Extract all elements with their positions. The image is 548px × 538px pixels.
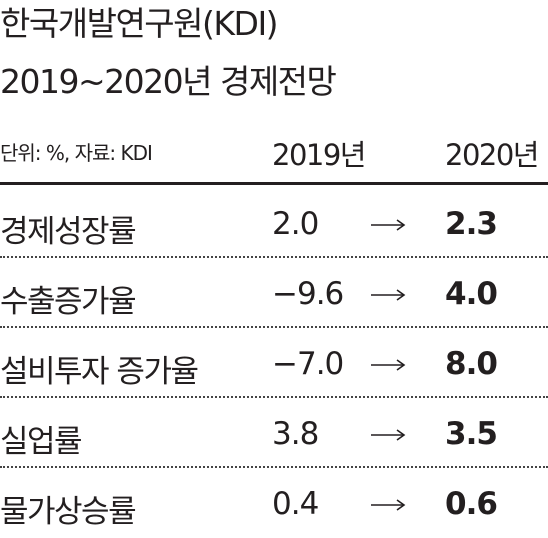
arrow <box>371 359 406 371</box>
value-2020: 0.6 <box>445 486 498 522</box>
value-2019: 3.8 <box>272 416 319 452</box>
row-label: 수출증가율 <box>0 284 137 320</box>
column-header: 2020년 <box>445 138 539 172</box>
table-row: 물가상승률 0.4 0.6 <box>0 468 548 538</box>
row-separator <box>0 466 548 468</box>
arrow <box>371 289 406 301</box>
table-row: 경제성장률 2.0 2.3 <box>0 188 548 258</box>
value-2019: 0.4 <box>272 486 319 522</box>
value-2020: 8.0 <box>445 346 498 382</box>
header-rule <box>0 182 548 185</box>
value-2020: 3.5 <box>445 416 498 452</box>
row-label: 실업률 <box>0 424 83 460</box>
row-label: 물가상승률 <box>0 494 137 530</box>
column-header: 2019년 <box>272 138 366 172</box>
arrow <box>371 499 406 511</box>
value-2019: 2.0 <box>272 206 319 242</box>
row-separator <box>0 326 548 328</box>
arrow <box>371 219 406 231</box>
title: 한국개발연구원(KDI) <box>0 4 279 43</box>
row-label: 경제성장률 <box>0 214 137 250</box>
value-2019: −9.6 <box>272 276 344 312</box>
value-2020: 2.3 <box>445 206 498 242</box>
value-2019: −7.0 <box>272 346 344 382</box>
value-2020: 4.0 <box>445 276 498 312</box>
page: {"header": {"title": ["한국개발연구원(KDI)", "2… <box>0 4 548 530</box>
title: 2019~2020년 경제전망 <box>0 62 337 101</box>
table-row: 설비투자 증가율 −7.0 8.0 <box>0 328 548 398</box>
row-label: 설비투자 증가율 <box>0 354 199 390</box>
table-row: 실업률 3.8 3.5 <box>0 398 548 468</box>
row-separator <box>0 256 548 258</box>
row-separator <box>0 396 548 398</box>
table-row: 수출증가율 −9.6 4.0 <box>0 258 548 328</box>
arrow <box>371 429 406 441</box>
unit-note: 단위: %, 자료: KDI <box>0 141 153 165</box>
